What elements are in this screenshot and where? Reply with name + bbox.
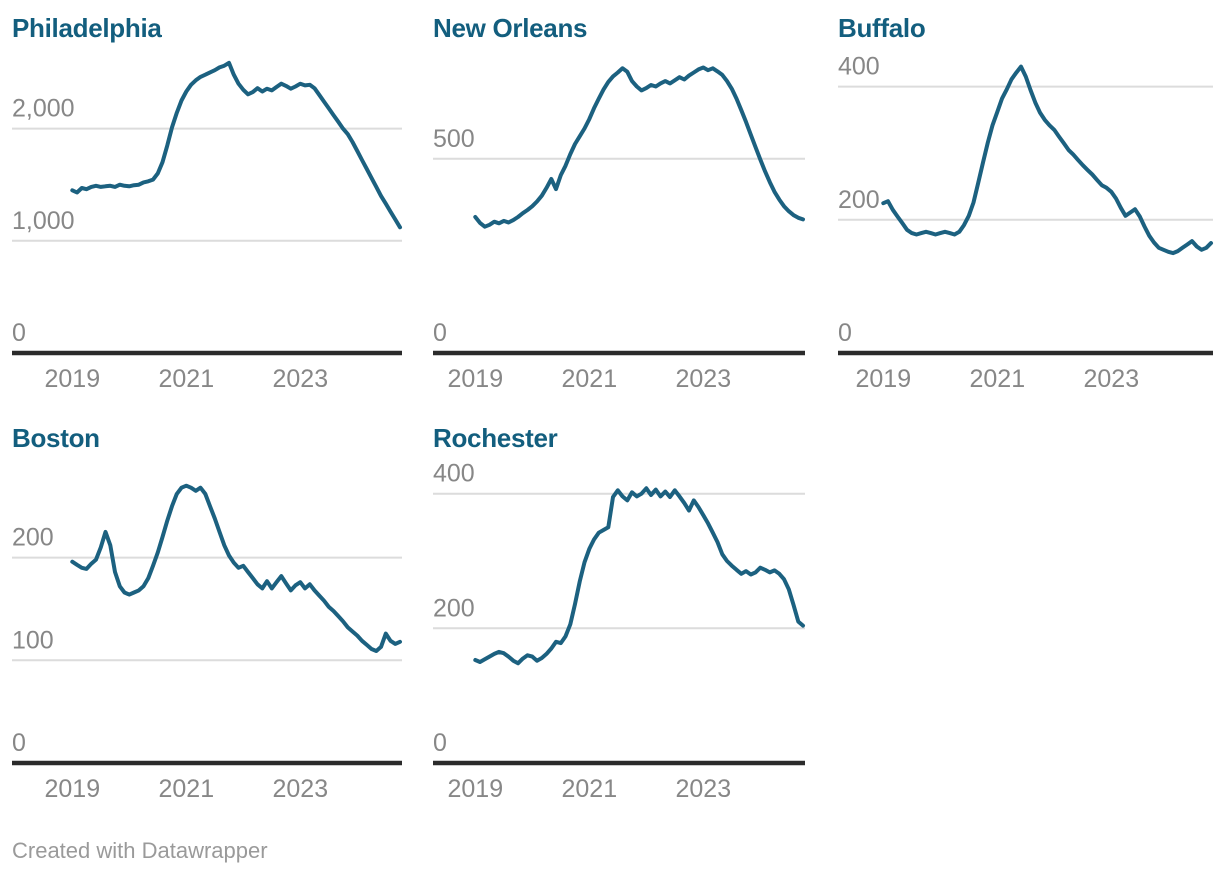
chart-panel-rochester: Rochester 0 200 400 2019 2021 2023 xyxy=(433,418,805,803)
x-tick-label: 2023 xyxy=(272,775,328,803)
chart-title: Philadelphia xyxy=(12,13,162,43)
x-tick-label: 2019 xyxy=(44,365,100,393)
chart-panel-buffalo: Buffalo 0 200 400 2019 2021 2023 xyxy=(838,8,1213,393)
x-tick-label: 2021 xyxy=(158,365,214,393)
chart-title: New Orleans xyxy=(433,13,588,43)
x-tick-label: 2019 xyxy=(447,365,503,393)
x-tick-label: 2021 xyxy=(561,365,617,393)
y-tick-label: 0 xyxy=(12,319,26,347)
x-tick-label: 2019 xyxy=(447,775,503,803)
x-tick-label: 2023 xyxy=(675,775,731,803)
data-line-buffalo xyxy=(881,64,1213,256)
y-tick-label: 400 xyxy=(433,460,475,488)
x-tick-label: 2023 xyxy=(272,365,328,393)
y-tick-label: 200 xyxy=(12,524,54,552)
y-tick-label: 400 xyxy=(838,53,880,81)
y-tick-label: 2,000 xyxy=(12,95,75,123)
y-tick-label: 1,000 xyxy=(12,207,75,235)
y-tick-label: 500 xyxy=(433,125,475,153)
chart-plot: 0 1,000 2,000 2019 2021 2023 xyxy=(12,60,402,393)
y-tick-label: 100 xyxy=(12,626,54,654)
data-line-new-orleans xyxy=(473,65,805,229)
data-line-rochester xyxy=(473,486,805,666)
chart-title: Rochester xyxy=(433,423,558,453)
x-tick-label: 2019 xyxy=(44,775,100,803)
x-tick-label: 2019 xyxy=(855,365,911,393)
x-tick-label: 2023 xyxy=(1083,365,1139,393)
y-tick-label: 200 xyxy=(433,594,475,622)
chart-plot: 0 200 400 2019 2021 2023 xyxy=(433,460,805,803)
y-tick-label: 0 xyxy=(838,319,852,347)
x-tick-label: 2021 xyxy=(158,775,214,803)
x-tick-label: 2021 xyxy=(969,365,1025,393)
chart-panel-boston: Boston 0 100 200 2019 2021 2023 xyxy=(12,418,402,803)
chart-plot: 0 100 200 2019 2021 2023 xyxy=(12,483,402,803)
data-line-boston xyxy=(70,483,402,653)
x-tick-label: 2021 xyxy=(561,775,617,803)
chart-title: Buffalo xyxy=(838,13,926,43)
data-line-philadelphia xyxy=(70,60,402,230)
y-tick-label: 0 xyxy=(12,729,26,757)
chart-panel-new-orleans: New Orleans 0 500 2019 2021 2023 xyxy=(433,8,805,393)
chart-title: Boston xyxy=(12,423,100,453)
chart-panel-philadelphia: Philadelphia 0 1,000 2,000 2019 2021 2023 xyxy=(12,8,402,393)
y-tick-label: 0 xyxy=(433,729,447,757)
y-tick-label: 200 xyxy=(838,186,880,214)
chart-plot: 0 200 400 2019 2021 2023 xyxy=(838,53,1213,393)
y-tick-label: 0 xyxy=(433,319,447,347)
datawrapper-credit-link[interactable]: Created with Datawrapper xyxy=(12,838,268,863)
x-tick-label: 2023 xyxy=(675,365,731,393)
chart-plot: 0 500 2019 2021 2023 xyxy=(433,65,805,393)
